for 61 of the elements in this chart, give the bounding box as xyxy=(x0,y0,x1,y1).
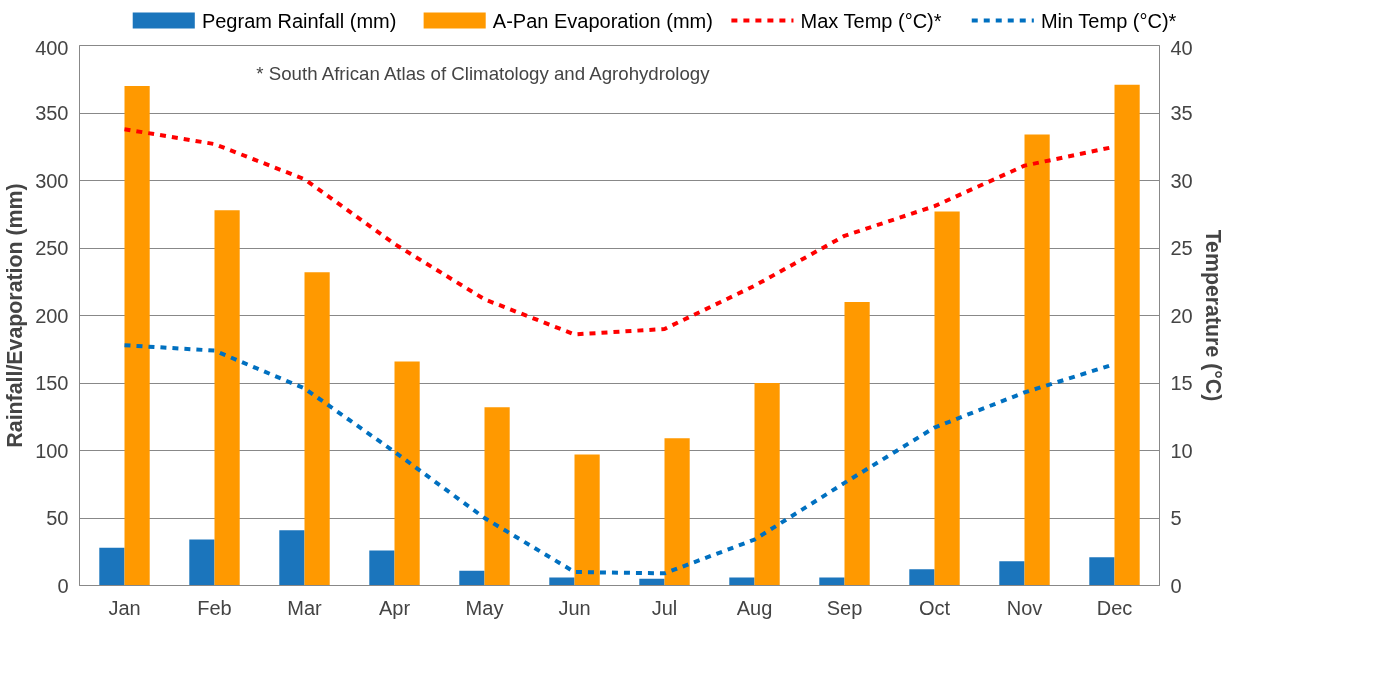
bar xyxy=(214,210,240,586)
y-tick-label: 0 xyxy=(57,574,69,597)
bar xyxy=(394,361,420,586)
x-tick-label: Nov xyxy=(1006,596,1043,619)
bar xyxy=(819,577,845,586)
y2-tick-label: 30 xyxy=(1170,169,1193,192)
bar xyxy=(124,86,150,586)
bar xyxy=(549,577,575,586)
x-tick-label: Jan xyxy=(108,596,141,619)
x-tick-label: Jul xyxy=(651,596,678,619)
y2-tick-label: 10 xyxy=(1170,439,1193,462)
x-tick-label: Dec xyxy=(1096,596,1133,619)
bar xyxy=(304,272,330,586)
y2-tick-label: 15 xyxy=(1170,372,1193,394)
y-tick-label: 300 xyxy=(35,169,69,192)
y-tick-label: 400 xyxy=(35,36,69,59)
y2-tick-label: 20 xyxy=(1170,304,1193,327)
y2-tick-label: 0 xyxy=(1170,574,1182,597)
x-tick-label: Sep xyxy=(826,596,863,619)
y-tick-label: 250 xyxy=(35,237,69,259)
bar xyxy=(459,570,485,586)
legend-label: Pegram Rainfall (mm) xyxy=(201,9,397,32)
x-tick-label: Apr xyxy=(378,596,411,619)
bar xyxy=(664,438,690,586)
bar xyxy=(484,407,510,586)
bar xyxy=(754,383,780,586)
bar xyxy=(639,578,665,586)
bar xyxy=(1114,84,1140,586)
bar xyxy=(189,539,215,586)
x-tick-label: Mar xyxy=(287,596,323,619)
bar xyxy=(999,561,1025,586)
x-tick-label: Jun xyxy=(558,596,591,619)
x-tick-label: May xyxy=(465,596,504,619)
y-tick-label: 50 xyxy=(46,507,69,529)
legend-label: Max Temp (°C)* xyxy=(800,9,942,32)
bar xyxy=(99,547,125,586)
y2-tick-label: 35 xyxy=(1170,102,1193,124)
bar xyxy=(844,302,870,586)
y-tick-label: 200 xyxy=(35,304,69,327)
y2-axis-title: Temperature (°C) xyxy=(1200,229,1225,402)
y-axis-title: Rainfall/Evaporation (mm) xyxy=(3,183,28,448)
y-tick-label: 100 xyxy=(35,439,69,462)
y2-tick-label: 5 xyxy=(1170,507,1182,529)
legend-label: A-Pan Evaporation (mm) xyxy=(492,9,713,32)
y-tick-label: 150 xyxy=(35,372,69,394)
bar xyxy=(909,569,935,586)
legend-label: Min Temp (°C)* xyxy=(1040,9,1177,32)
bar xyxy=(1024,134,1050,586)
bar xyxy=(934,211,960,586)
y2-tick-label: 40 xyxy=(1170,36,1193,59)
y2-tick-label: 25 xyxy=(1170,237,1193,259)
bar xyxy=(369,550,395,586)
bar xyxy=(1089,557,1115,586)
x-tick-label: Feb xyxy=(197,596,232,619)
bar xyxy=(279,530,305,586)
x-tick-label: Oct xyxy=(918,596,951,619)
bar xyxy=(729,577,755,586)
x-tick-label: Aug xyxy=(736,596,773,619)
bar xyxy=(574,454,600,586)
y-tick-label: 350 xyxy=(35,102,69,124)
annotation: * South African Atlas of Climatology and Agrohydrology xyxy=(256,62,711,84)
